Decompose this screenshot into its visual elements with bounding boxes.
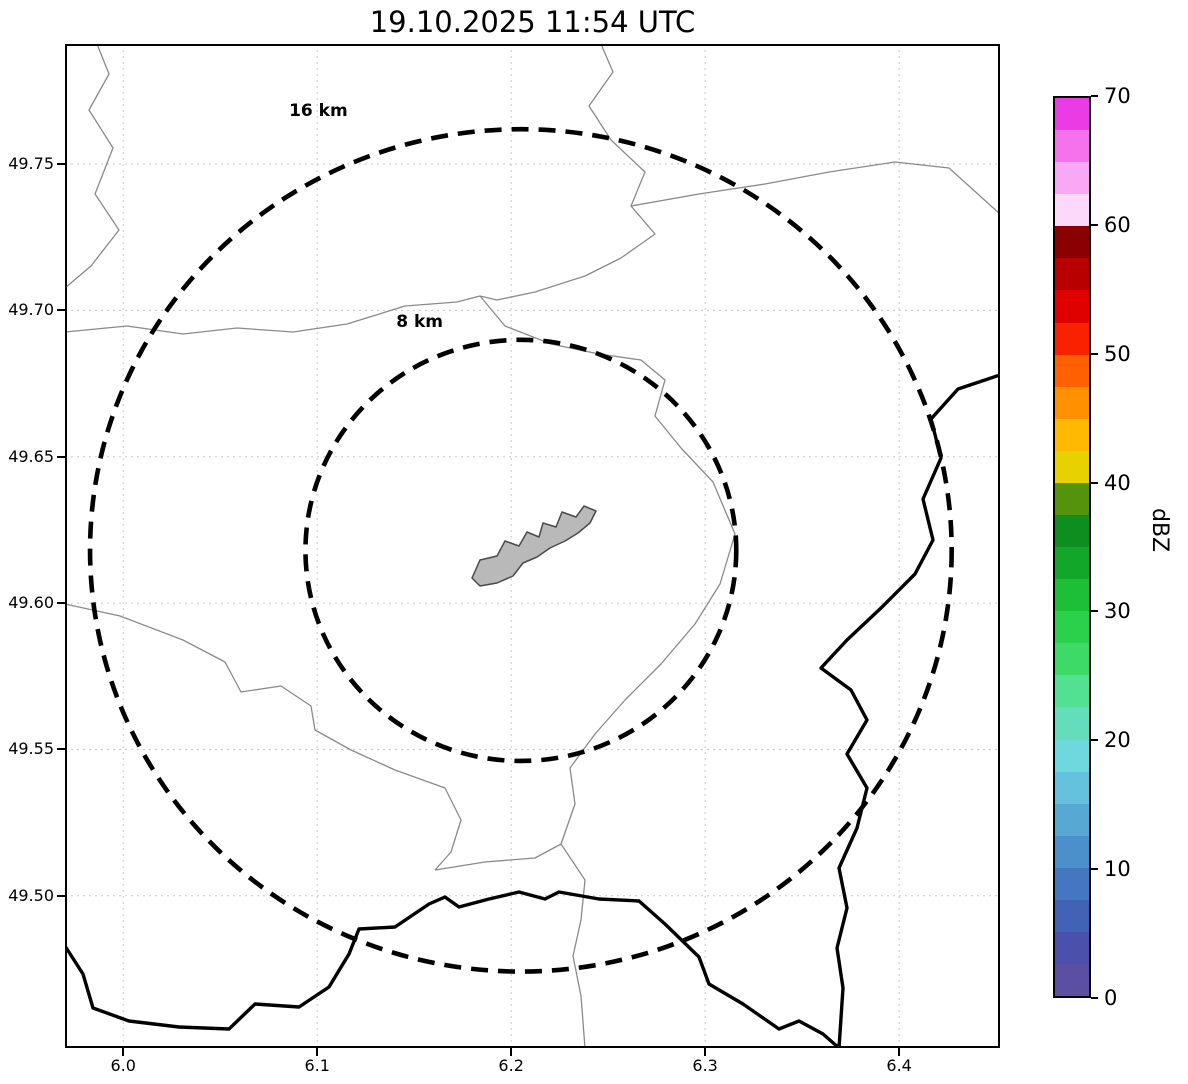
x-tick-mark — [316, 1048, 319, 1056]
boundary-line — [479, 295, 736, 845]
colorbar-tick-label: 40 — [1104, 470, 1131, 495]
boundary-line — [65, 603, 462, 871]
colorbar-tick-label: 20 — [1104, 728, 1131, 753]
colorbar-band — [1055, 932, 1089, 965]
boundary-line — [630, 161, 1000, 215]
colorbar-band — [1055, 547, 1089, 580]
boundary-line — [434, 843, 586, 1048]
colorbar-band — [1055, 130, 1089, 163]
colorbar-tick-label: 60 — [1104, 212, 1131, 237]
x-tick-mark — [704, 1048, 707, 1056]
colorbar-tick-mark — [1091, 223, 1098, 226]
border-line — [819, 373, 1000, 1048]
colorbar-tick-label: 50 — [1104, 341, 1131, 366]
colorbar-band — [1055, 226, 1089, 259]
colorbar-tick-mark — [1091, 481, 1098, 484]
colorbar-band — [1055, 194, 1089, 227]
colorbar-band — [1055, 803, 1089, 836]
x-tick-label: 6.1 — [304, 1056, 330, 1075]
y-tick-mark — [57, 163, 65, 165]
colorbar-band — [1055, 964, 1089, 997]
y-tick-label: 49.50 — [8, 885, 54, 905]
borders-layer — [65, 373, 1000, 1048]
colorbar-band — [1055, 515, 1089, 548]
y-tick-mark — [57, 894, 65, 897]
map-plot-area: 16 km 8 km — [65, 44, 1000, 1048]
colorbar-tick-label: 0 — [1104, 986, 1118, 1010]
x-tick-label: 6.2 — [498, 1056, 524, 1075]
range-ring-label: 8 km — [396, 311, 443, 332]
colorbar-band — [1055, 611, 1089, 644]
border-line — [65, 890, 841, 1048]
colorbar-band — [1055, 707, 1089, 740]
colorbar-band — [1055, 867, 1089, 900]
colorbar-band — [1055, 835, 1089, 868]
colorbar-tick-mark — [1091, 997, 1098, 999]
colorbar-band — [1055, 643, 1089, 676]
colorbar-tick-mark — [1091, 95, 1098, 97]
colorbar-band — [1055, 739, 1089, 772]
y-tick-label: 49.65 — [8, 446, 54, 466]
x-tick-mark — [510, 1048, 513, 1056]
y-tick-mark — [57, 602, 65, 605]
colorbar-band — [1055, 386, 1089, 419]
colorbar-band — [1055, 482, 1089, 516]
x-tick-label: 6.0 — [110, 1056, 136, 1075]
y-tick-label: 49.70 — [8, 300, 54, 320]
x-tick-label: 6.4 — [886, 1056, 912, 1075]
urban-area-polygon — [471, 505, 597, 587]
colorbar-tick-mark — [1091, 739, 1098, 742]
y-tick-label: 49.55 — [8, 739, 54, 759]
range-rings-layer — [87, 126, 954, 974]
boundary-line — [65, 295, 481, 335]
colorbar-tick-label: 70 — [1104, 84, 1131, 108]
colorbar-band — [1055, 450, 1089, 483]
range-ring — [87, 126, 954, 974]
x-tick-mark — [122, 1048, 125, 1056]
boundary-line — [65, 44, 120, 289]
colorbar-label: dBZ — [1147, 508, 1172, 553]
colorbar-band — [1055, 899, 1089, 933]
colorbar-band — [1055, 418, 1089, 451]
x-tick-label: 6.3 — [692, 1056, 718, 1075]
plot-title: 19.10.2025 11:54 UTC — [369, 5, 696, 39]
y-tick-mark — [57, 748, 65, 751]
axes-frame — [65, 44, 1000, 1048]
colorbar-band — [1055, 322, 1089, 355]
colorbar-tick-mark — [1091, 610, 1098, 613]
colorbar — [1053, 96, 1091, 998]
colorbar-band — [1055, 354, 1089, 387]
y-tick-mark — [57, 309, 65, 312]
colorbar-tick-label: 10 — [1104, 857, 1131, 882]
colorbar-band — [1055, 675, 1089, 708]
colorbar-band — [1055, 771, 1089, 804]
map-canvas — [65, 44, 1000, 1048]
colorbar-tick-label: 30 — [1104, 599, 1131, 624]
colorbar-band — [1055, 98, 1089, 131]
colorbar-tick-mark — [1091, 352, 1098, 355]
y-tick-label: 49.60 — [8, 593, 54, 613]
y-tick-label: 49.75 — [8, 154, 54, 173]
y-tick-mark — [57, 455, 65, 458]
colorbar-tick-mark — [1091, 868, 1098, 871]
boundary-line — [479, 44, 656, 301]
colorbar-band — [1055, 290, 1089, 323]
colorbar-band — [1055, 162, 1089, 195]
boundaries-layer — [65, 44, 1000, 1048]
range-ring — [303, 337, 739, 764]
colorbar-band — [1055, 258, 1089, 291]
x-tick-mark — [898, 1048, 901, 1056]
colorbar-band — [1055, 579, 1089, 612]
range-ring-label: 16 km — [289, 101, 348, 122]
